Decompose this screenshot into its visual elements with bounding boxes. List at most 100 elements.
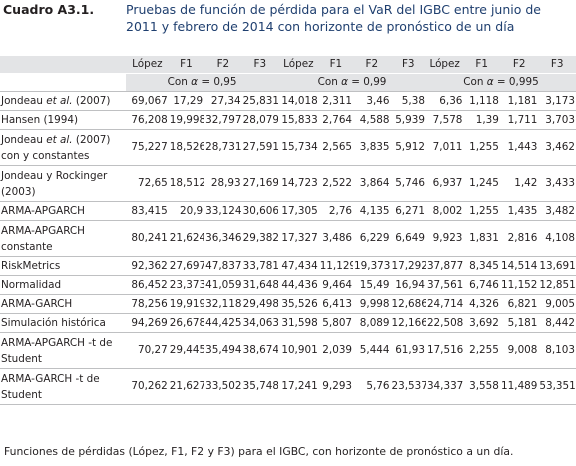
table-cell: 61,93 — [390, 332, 426, 369]
table-cell: 44,436 — [278, 275, 319, 295]
table-cell: 9,008 — [499, 332, 539, 369]
table-cell: 3,462 — [538, 129, 576, 166]
table-cell: 19,998 — [168, 110, 205, 130]
table-cell: 6,36 — [425, 91, 464, 111]
table-cell: 32,118 — [204, 294, 242, 314]
row-label: Jondeau et al. (2007) — [0, 91, 127, 111]
table-cell: 5,181 — [499, 313, 539, 333]
table-cell: 8,089 — [353, 313, 391, 333]
header-corner — [0, 56, 127, 74]
table-cell: 3,864 — [353, 165, 391, 202]
column-header: F2 — [204, 56, 242, 74]
table-cell: 5,746 — [390, 165, 426, 202]
column-header: F3 — [390, 56, 426, 74]
row-label: RiskMetrics — [0, 256, 127, 276]
table-cell: 5,76 — [353, 368, 391, 405]
table-cell: 78,256 — [126, 294, 169, 314]
table-cell: 33,781 — [241, 256, 279, 276]
table-cell: 7,011 — [425, 129, 464, 166]
table-cell: 17,516 — [425, 332, 464, 369]
table-cell: 2,76 — [318, 201, 354, 221]
table-cell: 6,271 — [390, 201, 426, 221]
column-header: F2 — [499, 56, 539, 74]
table-cell: 33,502 — [204, 368, 242, 405]
table-cell: 1,181 — [499, 91, 539, 111]
table-cell: 2,522 — [318, 165, 354, 202]
row-label: Normalidad — [0, 275, 127, 295]
column-header: F2 — [353, 56, 391, 74]
group-header-0995: Con α = 0,995 — [425, 73, 576, 92]
table-cell: 1,831 — [463, 220, 500, 257]
group-header-row: Con α = 0,95 Con α = 0,99 Con α = 0,995 — [0, 73, 576, 92]
table-cell: 1,42 — [499, 165, 539, 202]
table-cell: 22,508 — [425, 313, 464, 333]
table-cell: 34,337 — [425, 368, 464, 405]
loss-function-table: López F1 F2 F3 López F1 F2 F3 López F1 F2 F3 Con α … — [0, 56, 576, 405]
table-cell: 1,435 — [499, 201, 539, 221]
table-cell: 28,731 — [204, 129, 242, 166]
table-cell: 19,919 — [168, 294, 205, 314]
table-cell: 29,445 — [168, 332, 205, 369]
table-cell: 72,65 — [126, 165, 169, 202]
table-cell: 86,452 — [126, 275, 169, 295]
table-cell: 14,723 — [278, 165, 319, 202]
table-cell: 3,703 — [538, 110, 576, 130]
table-cell: 1,711 — [499, 110, 539, 130]
table-cell: 1,255 — [463, 129, 500, 166]
table-cell: 32,797 — [204, 110, 242, 130]
table-cell: 37,561 — [425, 275, 464, 295]
table-cell: 1,443 — [499, 129, 539, 166]
table-cell: 18,512 — [168, 165, 205, 202]
table-body: Jondeau et al. (2007) 69,067 17,29 27,34 25,… — [0, 91, 576, 405]
table-cell: 14,018 — [278, 91, 319, 111]
table-cell: 17,29 — [168, 91, 205, 111]
table-cell: 9,998 — [353, 294, 391, 314]
table-row: Jondeau et al. (2007) 69,067 17,29 27,34 25,… — [0, 91, 576, 111]
table-cell: 47,434 — [278, 256, 319, 276]
table-cell: 83,415 — [126, 201, 169, 221]
table-cell: 92,362 — [126, 256, 169, 276]
table-cell: 2,039 — [318, 332, 354, 369]
row-label: Jondeau y Rockinger (2003) — [0, 165, 127, 202]
table-title: Pruebas de función de pérdida para el Va… — [126, 2, 541, 34]
table-cell: 24,714 — [425, 294, 464, 314]
table-cell: 80,241 — [126, 220, 169, 257]
table-cell: 11,152 — [499, 275, 539, 295]
table-cell: 12,166 — [390, 313, 426, 333]
table-row: Hansen (1994) 76,208 19,998 32,797 28,079 15,… — [0, 110, 576, 130]
row-label: ARMA-GARCH — [0, 294, 127, 314]
table-cell: 70,262 — [126, 368, 169, 405]
table-row: ARMA-APGARCH constante 80,241 21,624 36,346… — [0, 220, 576, 257]
table-cell: 34,063 — [241, 313, 279, 333]
table-cell: 10,901 — [278, 332, 319, 369]
table-cell: 21,624 — [168, 220, 205, 257]
table-label: Cuadro A3.1. — [3, 2, 95, 17]
table-cell: 30,606 — [241, 201, 279, 221]
table-cell: 3,486 — [318, 220, 354, 257]
group-header-095: Con α = 0,95 — [126, 73, 279, 92]
table-cell: 21,627 — [168, 368, 205, 405]
table-cell: 11,129 — [318, 256, 354, 276]
table-cell: 15,833 — [278, 110, 319, 130]
table-cell: 3,692 — [463, 313, 500, 333]
column-header: López — [126, 56, 169, 74]
table-cell: 9,464 — [318, 275, 354, 295]
row-label: ARMA-APGARCH -t de Student — [0, 332, 127, 369]
table-cell: 11,489 — [499, 368, 539, 405]
table-cell: 8,103 — [538, 332, 576, 369]
column-header: López — [278, 56, 319, 74]
table-cell: 26,678 — [168, 313, 205, 333]
table-cell: 16,94 — [390, 275, 426, 295]
table-cell: 28,079 — [241, 110, 279, 130]
table-cell: 2,255 — [463, 332, 500, 369]
table-cell: 29,382 — [241, 220, 279, 257]
table-row: Jondeau y Rockinger (2003) 72,65 18,512 28,… — [0, 165, 576, 202]
table-cell: 18,526 — [168, 129, 205, 166]
table-cell: 94,269 — [126, 313, 169, 333]
table-cell: 1,245 — [463, 165, 500, 202]
column-header: F1 — [168, 56, 205, 74]
table-cell: 27,591 — [241, 129, 279, 166]
table-cell: 31,648 — [241, 275, 279, 295]
table-cell: 6,746 — [463, 275, 500, 295]
table-cell: 3,433 — [538, 165, 576, 202]
